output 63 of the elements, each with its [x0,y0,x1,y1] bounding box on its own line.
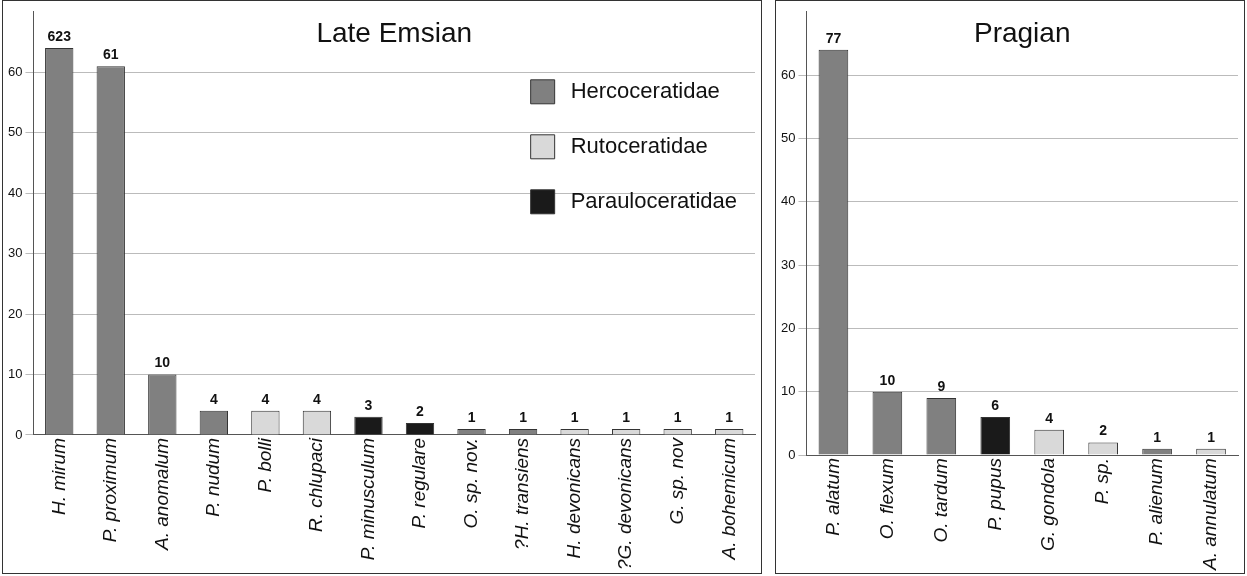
data-label: 2 [1099,422,1108,439]
x-tick-label: P. bolli [253,437,275,493]
data-label: 61 [102,46,119,63]
x-tick-label: P. proximum [99,437,121,543]
data-label: 1 [673,408,682,425]
annotation: 77 [825,29,842,46]
y-tick-label: 50 [780,130,796,146]
x-tick-label: P. sp. [1091,458,1113,505]
y-tick-label: 10 [7,366,23,382]
data-label: 1 [622,408,631,425]
data-label: 2 [416,402,425,419]
legend-label: Hercoceratidae [570,77,720,103]
y-tick-label: 20 [7,305,23,321]
x-tick-label: A. bohemicum [717,437,739,561]
x-tick-label: P. nudum [202,437,224,517]
data-label: 10 [154,354,171,371]
legend-label: Rutoceratidae [570,132,708,158]
legend-label: Parauloceratidae [570,187,738,213]
data-label: 3 [364,396,373,413]
x-tick-label: O. sp. nov. [459,437,481,529]
chart-title: Late Emsian [316,16,473,48]
x-tick-label: G. gondola [1037,458,1059,552]
data-label: 1 [519,408,528,425]
x-tick-label: O. flexum [875,458,897,540]
x-tick-label: R. chlupaci [305,437,327,532]
data-label: 1 [1153,428,1162,445]
x-tick-label: O. tardum [929,458,951,543]
y-tick-label: 10 [780,383,796,399]
data-label: 4 [261,390,270,407]
x-tick-label: P. minusculum [356,437,378,561]
data-label: 6 [991,396,1000,413]
annotation: 623 [47,27,72,44]
x-tick-label: ?G. devonicans [614,437,636,571]
data-label: 4 [1045,409,1054,426]
chart-title: Pragian [973,16,1071,48]
y-tick-label: 60 [7,63,23,79]
data-label: 4 [209,390,218,407]
data-label: 10 [879,371,896,388]
data-label: 1 [725,408,734,425]
y-tick-label: 60 [780,66,796,82]
data-label: 4 [313,390,322,407]
y-tick-label: 40 [780,193,796,209]
y-tick-label: 0 [15,426,23,442]
x-tick-label: H. devonicans [562,437,584,559]
data-label: 9 [937,377,946,394]
y-tick-label: 30 [7,245,23,261]
y-tick-label: 0 [788,446,796,462]
x-tick-label: ?H. transiens [511,437,533,550]
x-tick-label: P. alatum [821,458,843,536]
x-tick-label: P. alienum [1145,458,1167,546]
x-tick-label: A. anomalum [150,437,172,551]
data-label: 1 [467,408,476,425]
data-label: 1 [1207,428,1216,445]
y-tick-label: 40 [7,184,23,200]
y-tick-label: 30 [780,256,796,272]
data-label: 1 [570,408,579,425]
y-tick-label: 50 [7,124,23,140]
x-tick-label: P. regulare [408,437,430,529]
x-tick-label: A. annulatum [1199,458,1221,572]
y-tick-label: 20 [780,319,796,335]
x-tick-label: P. pupus [983,457,1005,531]
x-tick-label: H. mirum [47,437,69,516]
x-tick-label: G. sp. nov [665,436,687,525]
